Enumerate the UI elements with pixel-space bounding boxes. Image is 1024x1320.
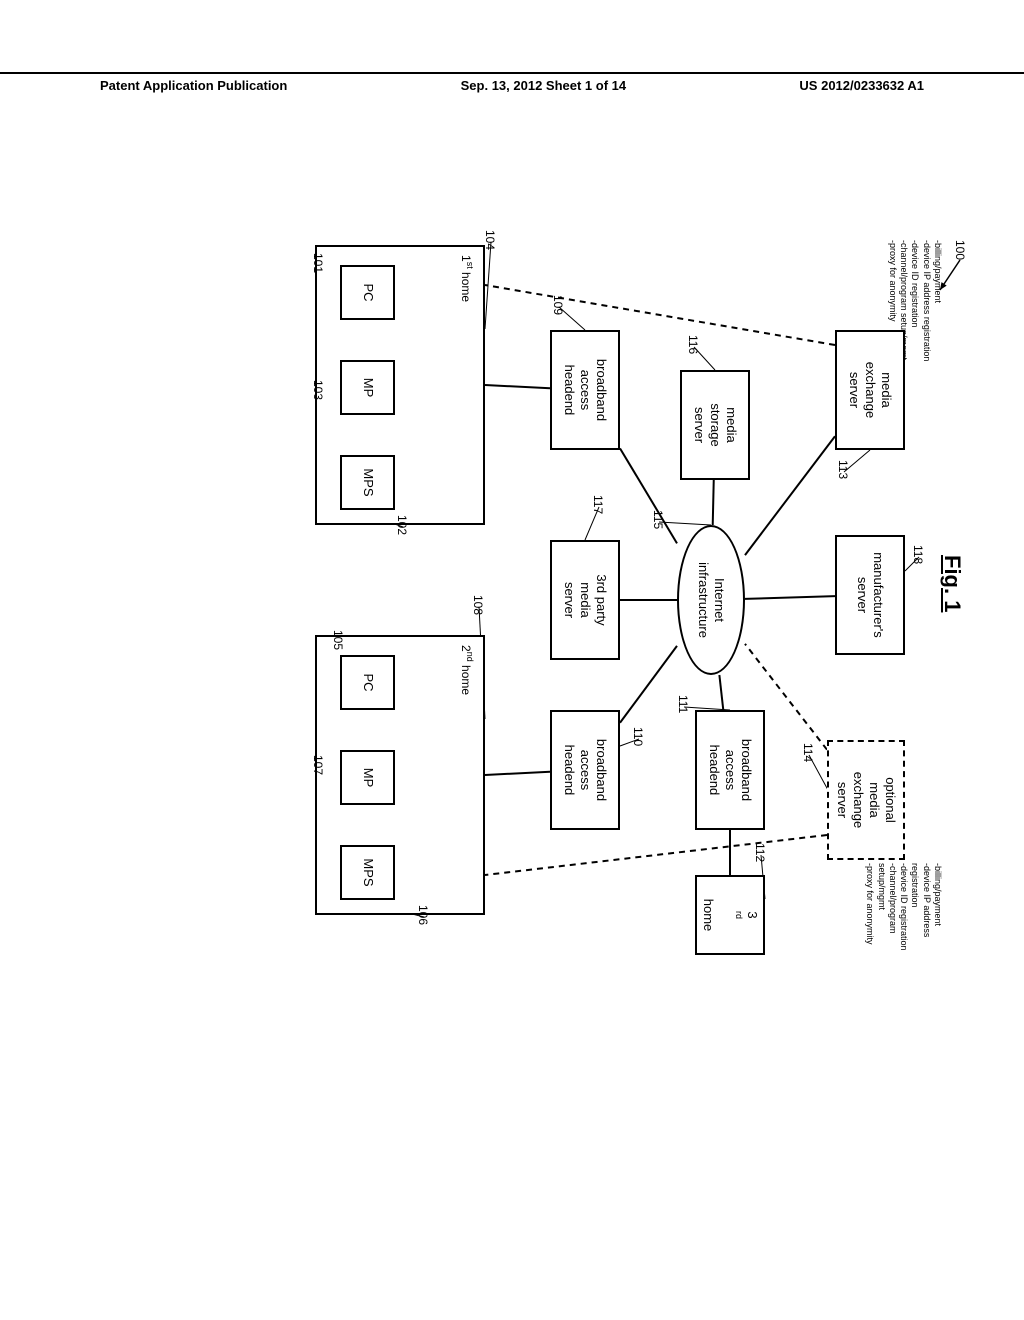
ref-114: 114	[801, 743, 815, 762]
ref-113: 113	[836, 460, 850, 479]
connections-svg	[105, 195, 925, 965]
node-pc1: PC	[340, 265, 395, 320]
node-bah_left: broadbandaccessheadend	[550, 330, 620, 450]
page-header: Patent Application Publication Sep. 13, …	[0, 72, 1024, 93]
header-right: US 2012/0233632 A1	[799, 78, 924, 93]
figure-title: Fig. 1	[939, 555, 965, 612]
header-left: Patent Application Publication	[100, 78, 287, 93]
ref-111: 111	[676, 695, 690, 713]
ref-115: 115	[651, 510, 665, 529]
ref-109: 109	[551, 295, 565, 315]
ref-104: 104	[483, 230, 497, 250]
ref-107: 107	[311, 755, 325, 775]
ref-100: 100	[953, 240, 967, 260]
node-third_party: 3rd partymediaserver	[550, 540, 620, 660]
ref-112: 112	[753, 843, 767, 862]
ref-118: 118	[911, 545, 925, 564]
ref-106: 106	[416, 905, 430, 925]
node-media_storage_server: mediastorageserver	[680, 370, 750, 480]
diagram-canvas: Fig. 1 100 -billing/payment-device IP ad…	[105, 195, 925, 965]
ref-117: 117	[591, 495, 605, 514]
node-media_exchange_server: mediaexchangeserver	[835, 330, 905, 450]
ref-102: 102	[395, 515, 409, 535]
node-internet: Internetinfrastructure	[677, 525, 745, 675]
home1-label: 1st home	[459, 255, 475, 302]
node-mp1: MP	[340, 360, 395, 415]
header-center: Sep. 13, 2012 Sheet 1 of 14	[461, 78, 626, 93]
ref-105: 105	[331, 630, 345, 650]
node-mp2: MP	[340, 750, 395, 805]
node-optional_mes: optionalmediaexchangeserver	[827, 740, 905, 860]
page: Patent Application Publication Sep. 13, …	[0, 0, 1024, 1320]
ref-103: 103	[311, 380, 325, 400]
ref-108: 108	[471, 595, 485, 615]
ref-101: 101	[311, 253, 325, 273]
home2-label: 2nd home	[459, 645, 475, 695]
node-manufacturer_server: manufacturer'sserver	[835, 535, 905, 655]
node-pc2: PC	[340, 655, 395, 710]
node-mps1: MPS	[340, 455, 395, 510]
node-bah_right: broadbandaccessheadend	[550, 710, 620, 830]
ref-116: 116	[686, 335, 700, 354]
annotation-right: -billing/payment-device IP address regis…	[864, 863, 943, 965]
ref-110: 110	[631, 727, 645, 746]
node-third_home: 3rdhome	[695, 875, 765, 955]
node-mps2: MPS	[340, 845, 395, 900]
node-bah_mid: broadbandaccessheadend	[695, 710, 765, 830]
